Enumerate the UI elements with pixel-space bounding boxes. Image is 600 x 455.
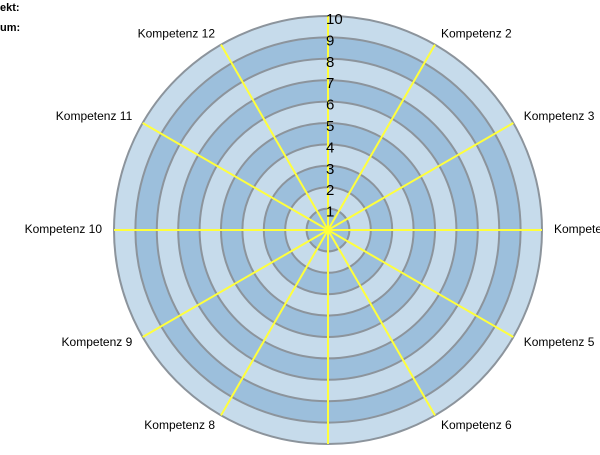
spoke	[142, 229, 329, 338]
header-line: um:	[0, 22, 20, 34]
spoke	[220, 229, 329, 416]
category-label: Kompetenz 9	[62, 335, 133, 349]
category-label: Kompetenz 11	[56, 109, 133, 123]
tick-label: 5	[326, 118, 334, 135]
category-label: Kompetenz 8	[144, 418, 215, 432]
spoke	[327, 229, 514, 338]
category-label: Kompetenz 2	[441, 26, 512, 40]
tick-label: 7	[326, 75, 334, 92]
category-label: Kompetenz 3	[524, 109, 595, 123]
tick-label: 4	[326, 139, 334, 156]
category-label: Kompetenz 12	[138, 26, 216, 40]
tick-label: 2	[326, 182, 334, 199]
category-label: Kompetenz 10	[25, 222, 103, 236]
spoke	[327, 229, 436, 416]
tick-label: 1	[326, 204, 334, 221]
category-label: Kompetenz 5	[524, 335, 595, 349]
spoke	[327, 122, 514, 231]
tick-label: 9	[326, 32, 334, 49]
tick-label: 6	[326, 97, 334, 114]
tick-label: 3	[326, 161, 334, 178]
tick-label: 8	[326, 54, 334, 71]
tick-label: 10	[326, 11, 343, 28]
spoke	[142, 122, 329, 231]
header-line: ekt:	[0, 2, 20, 14]
spoke	[220, 44, 329, 231]
category-label: Kompetenz 6	[441, 418, 512, 432]
spoke	[327, 44, 436, 231]
category-label: Kompete	[554, 222, 600, 236]
